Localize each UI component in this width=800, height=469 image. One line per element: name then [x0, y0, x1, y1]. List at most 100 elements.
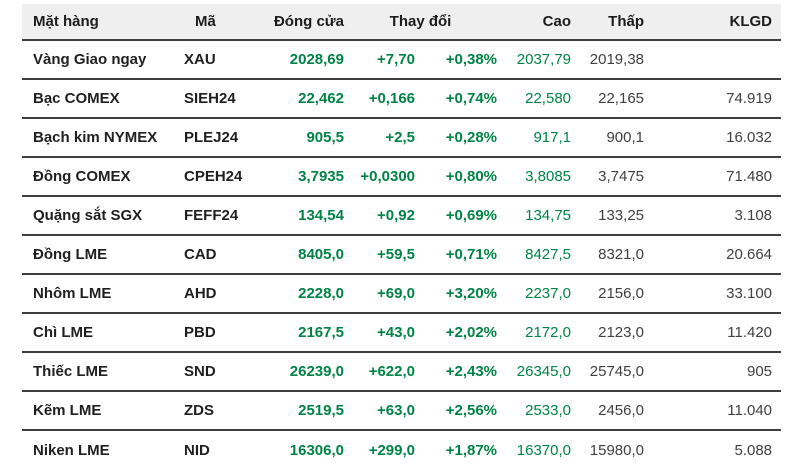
table-row: Quặng sắt SGX FEFF24 134,54 +0,92 +0,69% 134,… — [22, 196, 782, 236]
code-cell: AHD — [184, 274, 249, 314]
table-row: Chì LME PBD 2167,5 +43,0 +2,02% 2172,0 2123,0 1… — [22, 313, 782, 353]
code-cell: ZDS — [184, 391, 249, 431]
high-cell: 917,1 — [497, 118, 572, 158]
high-cell: 2037,79 — [497, 40, 572, 80]
item-cell: Niken LME — [33, 441, 110, 459]
change-pct-cell: +2,02% — [415, 313, 498, 353]
volume-cell: 905 — [644, 352, 782, 392]
high-cell: 16370,0 — [516, 441, 572, 459]
item-cell: Vàng Giao ngay — [22, 40, 184, 80]
high-cell: 2172,0 — [497, 313, 572, 353]
change-pct-cell: +0,38% — [415, 40, 498, 80]
change-cell: +2,5 — [344, 118, 415, 158]
table-row: Vàng Giao ngay XAU 2028,69 +7,70 +0,38% 2037,… — [22, 40, 782, 80]
change-cell: +43,0 — [344, 313, 415, 353]
table-row: Bạch kim NYMEX PLEJ24 905,5 +2,5 +0,28% 917,1… — [22, 118, 782, 158]
low-cell: 900,1 — [571, 118, 645, 158]
table-row: Đồng LME CAD 8405,0 +59,5 +0,71% 8427,5 8321,0… — [22, 235, 782, 275]
change-cell: +0,92 — [344, 196, 415, 236]
volume-cell: 11.420 — [644, 313, 782, 353]
low-cell: 2156,0 — [571, 274, 645, 314]
change-pct-cell: +0,74% — [415, 79, 498, 119]
code-cell: SND — [184, 352, 249, 392]
high-cell: 26345,0 — [497, 352, 572, 392]
table-row: Niken LME NID 16306,0 +299,0 +1,87% 16370,0 15… — [22, 430, 781, 469]
high-cell: 2237,0 — [497, 274, 572, 314]
column-header-item: Mặt hàng — [22, 4, 184, 41]
high-cell: 3,8085 — [497, 157, 572, 197]
table-row: Thiếc LME SND 26239,0 +622,0 +2,43% 26345,0 25… — [22, 352, 782, 392]
item-cell: Quặng sắt SGX — [22, 196, 184, 236]
item-cell: Đồng COMEX — [22, 157, 184, 197]
close-cell: 2228,0 — [249, 274, 344, 314]
close-cell: 905,5 — [249, 118, 344, 158]
low-cell: 15980,0 — [589, 441, 645, 459]
close-cell: 16306,0 — [289, 441, 344, 459]
low-cell: 8321,0 — [571, 235, 645, 275]
item-cell: Nhôm LME — [22, 274, 184, 314]
code-cell: PLEJ24 — [184, 118, 249, 158]
column-header-code: Mã — [184, 4, 249, 41]
code-cell: SIEH24 — [184, 79, 249, 119]
volume-cell: 71.480 — [644, 157, 782, 197]
change-cell: +59,5 — [344, 235, 415, 275]
high-cell: 22,580 — [497, 79, 572, 119]
table-row: Nhôm LME AHD 2228,0 +69,0 +3,20% 2237,0 2156,0… — [22, 274, 782, 314]
close-cell: 2028,69 — [249, 40, 344, 80]
high-cell: 2533,0 — [497, 391, 572, 431]
code-cell: FEFF24 — [184, 196, 249, 236]
table-row: Bạc COMEX SIEH24 22,462 +0,166 +0,74% 22,580 2… — [22, 79, 782, 119]
change-pct-cell: +0,80% — [415, 157, 498, 197]
close-cell: 22,462 — [249, 79, 344, 119]
change-cell: +0,166 — [344, 79, 415, 119]
volume-cell: 3.108 — [644, 196, 782, 236]
low-cell: 2123,0 — [571, 313, 645, 353]
code-cell: CAD — [184, 235, 249, 275]
low-cell: 25745,0 — [571, 352, 645, 392]
table-row: Kẽm LME ZDS 2519,5 +63,0 +2,56% 2533,0 2456,0 1… — [22, 391, 782, 431]
close-cell: 8405,0 — [249, 235, 344, 275]
change-pct-cell: +0,69% — [415, 196, 498, 236]
volume-cell: 5.088 — [734, 441, 773, 459]
change-cell: +63,0 — [344, 391, 415, 431]
close-cell: 26239,0 — [249, 352, 344, 392]
change-pct-cell: +0,28% — [415, 118, 498, 158]
column-header-change: Thay đổi — [344, 4, 498, 41]
volume-cell: 20.664 — [644, 235, 782, 275]
item-cell: Đồng LME — [22, 235, 184, 275]
table-header: Mặt hàng Mã Đóng cửa Thay đổi Cao Thấp K… — [22, 4, 782, 41]
change-cell: +622,0 — [344, 352, 415, 392]
high-cell: 8427,5 — [497, 235, 572, 275]
low-cell: 2456,0 — [571, 391, 645, 431]
change-pct-cell: +2,56% — [415, 391, 498, 431]
change-cell: +7,70 — [344, 40, 415, 80]
code-cell: XAU — [184, 40, 249, 80]
volume-cell: 33.100 — [644, 274, 782, 314]
item-cell: Kẽm LME — [22, 391, 184, 431]
close-cell: 2167,5 — [249, 313, 344, 353]
column-header-high: Cao — [497, 4, 572, 41]
volume-cell: 74.919 — [644, 79, 782, 119]
column-header-volume: KLGD — [644, 4, 782, 41]
item-cell: Thiếc LME — [22, 352, 184, 392]
table-body: Vàng Giao ngay XAU 2028,69 +7,70 +0,38% 2037,… — [22, 40, 782, 469]
item-cell: Bạc COMEX — [22, 79, 184, 119]
close-cell: 134,54 — [249, 196, 344, 236]
column-header-close: Đóng cửa — [249, 4, 344, 41]
commodity-price-table: Mặt hàng Mã Đóng cửa Thay đổi Cao Thấp K… — [22, 4, 782, 469]
column-header-low: Thấp — [571, 4, 645, 41]
table-row: Đồng COMEX CPEH24 3,7935 +0,0300 +0,80% 3,808… — [22, 157, 782, 197]
change-cell: +69,0 — [344, 274, 415, 314]
change-cell: +299,0 — [368, 441, 415, 459]
volume-cell — [644, 40, 782, 80]
low-cell: 133,25 — [571, 196, 645, 236]
code-cell: CPEH24 — [184, 157, 249, 197]
low-cell: 3,7475 — [571, 157, 645, 197]
close-cell: 3,7935 — [249, 157, 344, 197]
low-cell: 2019,38 — [571, 40, 645, 80]
change-pct-cell: +3,20% — [415, 274, 498, 314]
high-cell: 134,75 — [497, 196, 572, 236]
volume-cell: 16.032 — [644, 118, 782, 158]
close-cell: 2519,5 — [249, 391, 344, 431]
change-pct-cell: +1,87% — [445, 441, 498, 459]
